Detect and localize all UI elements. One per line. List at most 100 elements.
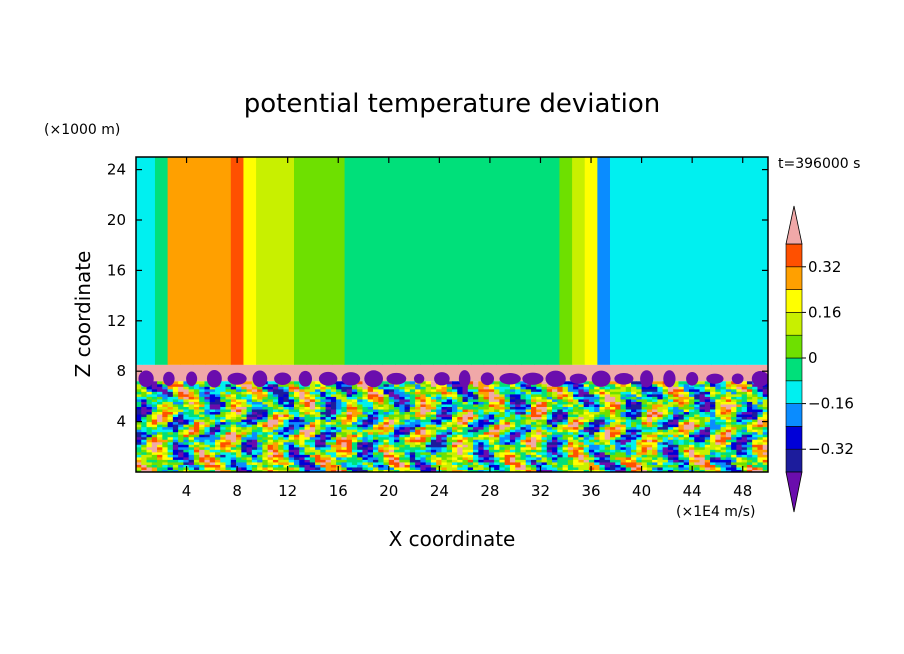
turbulent-cell [625, 393, 632, 397]
colorbar: 0.320.160−0.16−0.32 [785, 205, 854, 513]
turbulent-cell [357, 456, 363, 460]
inversion-eddy [341, 372, 361, 386]
turbulent-cell [610, 426, 616, 430]
turbulent-cell [662, 393, 669, 397]
turbulent-cell [525, 414, 532, 418]
turbulent-cell [267, 396, 274, 400]
turbulent-cell [141, 446, 148, 450]
turbulent-cell [494, 393, 500, 397]
turbulent-cell [167, 416, 174, 420]
turbulent-cell [251, 464, 258, 468]
turbulent-cell [520, 461, 527, 465]
turbulent-cell [383, 464, 390, 468]
turbulent-cell [625, 414, 632, 418]
turbulent-cell [689, 431, 695, 435]
turbulent-cell [457, 383, 464, 387]
turbulent-cell [373, 396, 379, 400]
turbulent-cell [652, 414, 658, 418]
turbulent-cell [162, 391, 169, 395]
turbulent-cell [583, 393, 590, 397]
turbulent-cell [383, 444, 390, 448]
turbulent-cell [452, 444, 458, 448]
turbulent-cell [567, 419, 574, 423]
turbulent-cell [699, 393, 706, 397]
turbulent-cell [309, 396, 316, 400]
turbulent-cell [757, 459, 764, 463]
turbulent-cell [320, 429, 327, 433]
turbulent-cell [394, 441, 400, 445]
turbulent-cell [225, 446, 232, 450]
turbulent-cell [193, 398, 200, 402]
turbulent-cell [304, 406, 311, 410]
turbulent-cell [178, 381, 184, 385]
turbulent-cell [620, 464, 627, 468]
turbulent-cell [673, 461, 679, 465]
turbulent-cell [546, 464, 553, 468]
turbulent-cell [278, 454, 284, 458]
turbulent-cell [657, 444, 664, 448]
turbulent-cell [499, 461, 506, 465]
turbulent-cell [362, 456, 369, 460]
turbulent-cell [604, 436, 611, 440]
turbulent-cell [151, 421, 158, 425]
turbulent-cell [599, 398, 606, 402]
turbulent-cell [704, 464, 711, 468]
turbulent-cell [288, 386, 295, 390]
turbulent-cell [383, 403, 390, 407]
turbulent-cell [204, 411, 211, 415]
turbulent-cell [509, 431, 516, 435]
turbulent-cell [678, 381, 685, 385]
turbulent-cell [251, 424, 258, 428]
turbulent-cell [525, 431, 532, 435]
turbulent-cell [694, 449, 701, 453]
turbulent-cell [330, 401, 337, 405]
turbulent-cell [351, 411, 358, 415]
turbulent-cell [652, 383, 658, 387]
turbulent-cell [367, 386, 374, 390]
turbulent-cell [699, 449, 706, 453]
turbulent-cell [336, 461, 342, 465]
turbulent-cell [583, 406, 590, 410]
turbulent-cell [741, 386, 748, 390]
turbulent-cell [157, 431, 163, 435]
turbulent-cell [320, 436, 327, 440]
turbulent-cell [209, 409, 216, 413]
turbulent-cell [515, 441, 521, 445]
turbulent-cell [178, 441, 184, 445]
turbulent-cell [541, 439, 548, 443]
turbulent-cell [667, 444, 674, 448]
turbulent-cell [188, 439, 195, 443]
turbulent-cell [757, 466, 764, 470]
turbulent-cell [309, 451, 316, 455]
turbulent-cell [694, 446, 701, 450]
turbulent-cell [441, 441, 448, 445]
turbulent-cell [330, 456, 337, 460]
turbulent-cell [457, 406, 464, 410]
turbulent-cell [462, 393, 469, 397]
turbulent-cell [731, 441, 737, 445]
turbulent-cell [615, 424, 622, 428]
turbulent-cell [546, 456, 553, 460]
turbulent-cell [757, 396, 764, 400]
turbulent-cell [731, 416, 737, 420]
turbulent-cell [662, 459, 669, 463]
turbulent-cell [478, 419, 485, 423]
turbulent-cell [752, 396, 758, 400]
turbulent-cell [325, 461, 332, 465]
turbulent-cell [499, 398, 506, 402]
turbulent-cell [430, 419, 437, 423]
turbulent-cell [588, 444, 595, 448]
turbulent-cell [504, 464, 511, 468]
turbulent-cell [620, 409, 627, 413]
turbulent-cell [467, 403, 474, 407]
turbulent-cell [383, 409, 390, 413]
turbulent-cell [167, 386, 174, 390]
turbulent-cell [299, 386, 306, 390]
turbulent-cell [646, 426, 653, 430]
turbulent-cell [415, 386, 421, 390]
turbulent-cell [262, 441, 269, 445]
turbulent-cell [262, 431, 269, 435]
turbulent-cell [636, 434, 643, 438]
turbulent-cell [304, 466, 311, 470]
turbulent-cell [652, 416, 658, 420]
